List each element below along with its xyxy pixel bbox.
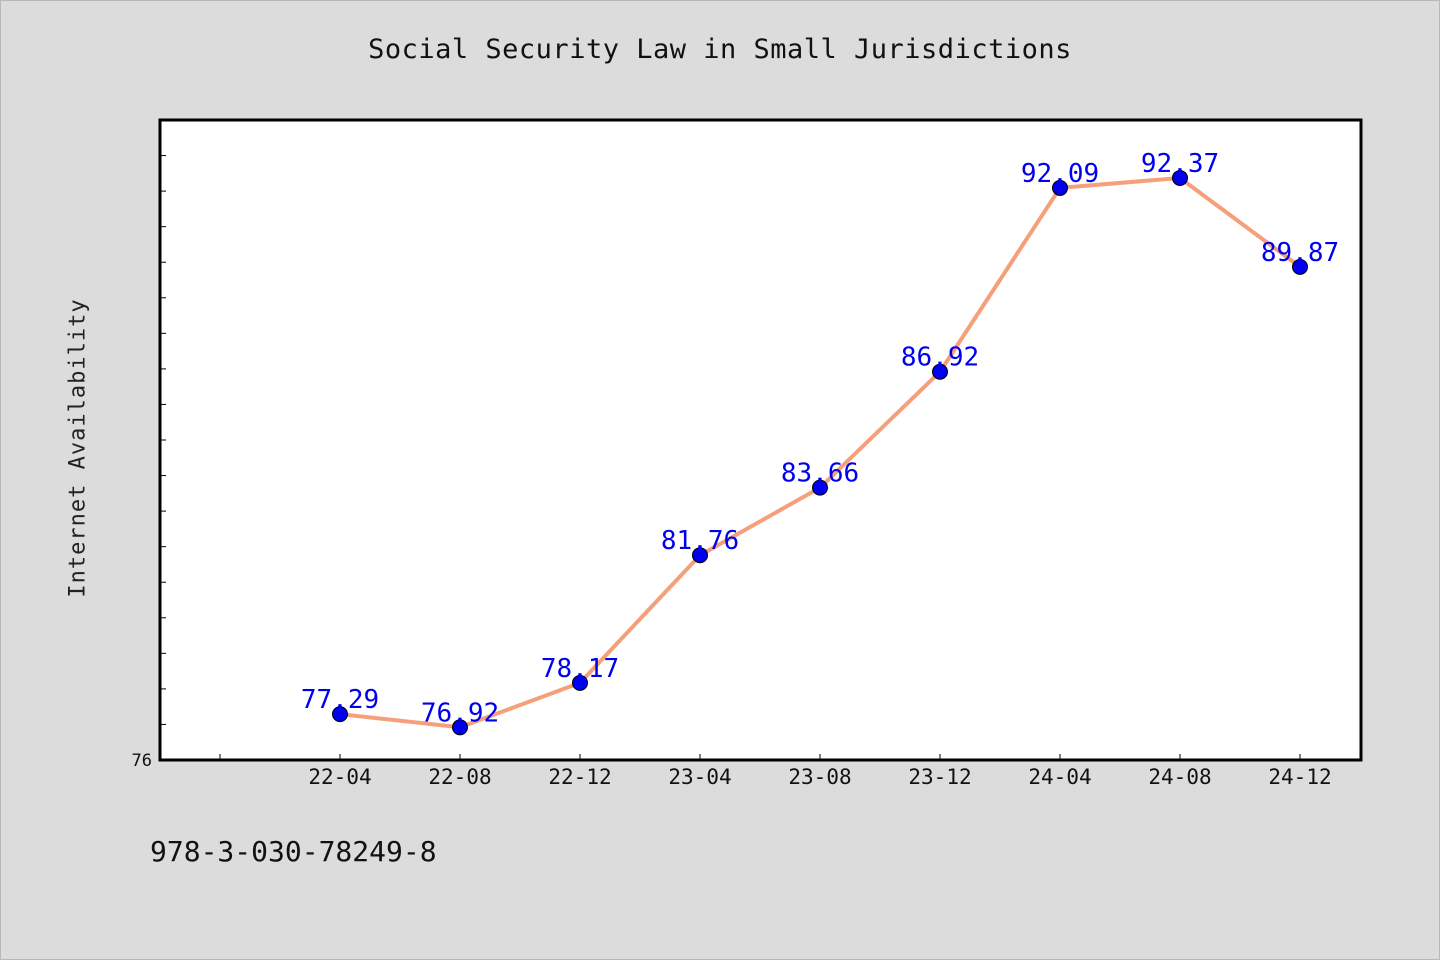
data-point — [1172, 169, 1188, 186]
x-tick-label: 22-08 — [428, 765, 491, 789]
data-point — [692, 547, 708, 564]
x-tick-label: 22-04 — [308, 765, 371, 789]
data-label: 92.37 — [1141, 149, 1219, 179]
x-tick-label: 24-04 — [1028, 765, 1091, 789]
data-labels: 77.29 76.92 78.17 81.76 83.66 86.92 92.09 92.37… — [301, 149, 1339, 728]
data-label: 86.92 — [901, 343, 979, 373]
x-tick-label: 23-04 — [668, 765, 731, 789]
data-point — [1292, 258, 1308, 275]
data-label: 81.76 — [661, 526, 739, 556]
x-tick-label: 22-12 — [548, 765, 611, 789]
series-layer — [332, 169, 1308, 736]
data-label: 77.29 — [301, 685, 379, 715]
isbn-identifier: 978-3-030-78249-8 — [150, 835, 437, 868]
data-label: 78.17 — [541, 654, 619, 684]
data-label: 83.66 — [781, 459, 859, 489]
x-tick-label: 23-12 — [908, 765, 971, 789]
x-tick-label: 24-08 — [1148, 765, 1211, 789]
chart-title: Social Security Law in Small Jurisdictio… — [368, 34, 1072, 65]
plot-area — [158, 118, 1363, 762]
y-tick-label: 76 — [132, 751, 152, 771]
data-label: 76.92 — [421, 698, 499, 728]
data-label: 89.87 — [1261, 238, 1339, 268]
x-tick-label: 23-08 — [788, 765, 851, 789]
data-point — [572, 674, 588, 691]
data-point — [812, 479, 828, 496]
data-point — [332, 706, 348, 723]
data-point — [452, 719, 468, 736]
data-point — [932, 363, 948, 380]
y-axis-ticks: 76 — [132, 155, 166, 771]
x-axis-ticks: 22-04 22-08 22-12 23-04 23-08 23-12 24-04 24-08… — [219, 754, 1332, 789]
data-point — [1052, 179, 1068, 196]
x-tick-label: 24-12 — [1268, 765, 1331, 789]
data-label: 92.09 — [1021, 159, 1099, 189]
